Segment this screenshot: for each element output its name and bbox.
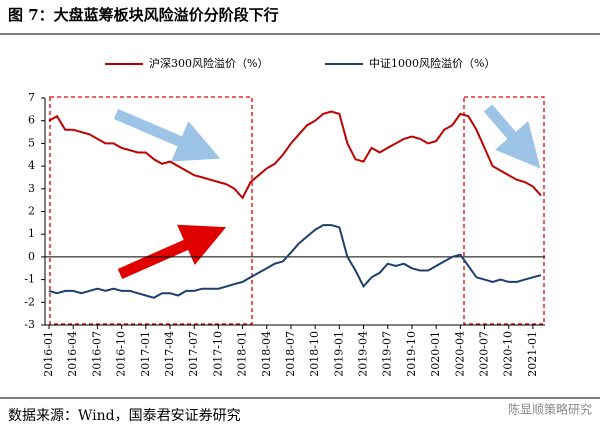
x-tick-label: 2020-07 bbox=[478, 331, 491, 377]
x-tick-label: 2016-07 bbox=[90, 331, 103, 377]
x-tick-label: 2020-04 bbox=[453, 331, 466, 377]
x-tick-label: 2020-10 bbox=[502, 331, 515, 377]
x-tick-label: 2020-01 bbox=[429, 331, 442, 377]
y-tick-label: -1 bbox=[24, 273, 35, 286]
highlight-box bbox=[49, 96, 253, 325]
x-tick-label: 2017-01 bbox=[139, 331, 152, 377]
x-tick-label: 2017-04 bbox=[163, 331, 176, 377]
y-tick-label: 6 bbox=[28, 114, 35, 127]
y-tick-label: -2 bbox=[24, 295, 35, 308]
y-tick-label: 2 bbox=[28, 205, 35, 218]
x-tick-label: 2016-04 bbox=[66, 331, 79, 377]
x-tick-label: 2019-10 bbox=[405, 331, 418, 377]
x-tick-label: 2016-01 bbox=[42, 331, 55, 377]
x-tick-label: 2019-04 bbox=[357, 331, 370, 377]
x-tick-label: 2019-01 bbox=[332, 331, 345, 377]
source: 数据来源：Wind，国泰君安证券研究 bbox=[8, 408, 241, 424]
x-tick-label: 2016-10 bbox=[115, 331, 128, 377]
x-tick-label: 2018-07 bbox=[284, 331, 297, 377]
y-tick-label: 1 bbox=[28, 227, 35, 240]
x-tick-label: 2018-04 bbox=[260, 331, 273, 377]
y-tick-label: 4 bbox=[28, 159, 35, 172]
legend-label: 沪深300风险溢价（%） bbox=[149, 56, 268, 70]
x-tick-label: 2019-07 bbox=[381, 331, 394, 377]
series-line bbox=[48, 110, 542, 200]
x-tick-label: 2018-01 bbox=[236, 331, 249, 377]
y-tick-label: 0 bbox=[28, 250, 35, 263]
x-tick-label: 2018-10 bbox=[308, 331, 321, 377]
y-tick-label: 5 bbox=[28, 136, 35, 149]
series-line bbox=[48, 224, 542, 299]
arrow bbox=[117, 224, 227, 280]
chart-title: 图 7：大盘蓝筹板块风险溢价分阶段下行 bbox=[8, 6, 279, 24]
y-tick-label: -3 bbox=[24, 318, 35, 331]
x-tick-label: 2017-10 bbox=[211, 331, 224, 377]
x-tick-label: 2017-07 bbox=[187, 331, 200, 377]
legend-label: 中证1000风险溢价（%） bbox=[369, 56, 495, 70]
y-tick-label: 3 bbox=[28, 182, 35, 195]
arrow bbox=[113, 108, 221, 162]
arrow bbox=[483, 104, 541, 169]
y-tick-label: 7 bbox=[28, 91, 35, 104]
highlight-box bbox=[463, 96, 545, 325]
x-tick-label: 2021-01 bbox=[526, 331, 539, 377]
watermark: 陈显顺策略研究 bbox=[508, 402, 592, 417]
